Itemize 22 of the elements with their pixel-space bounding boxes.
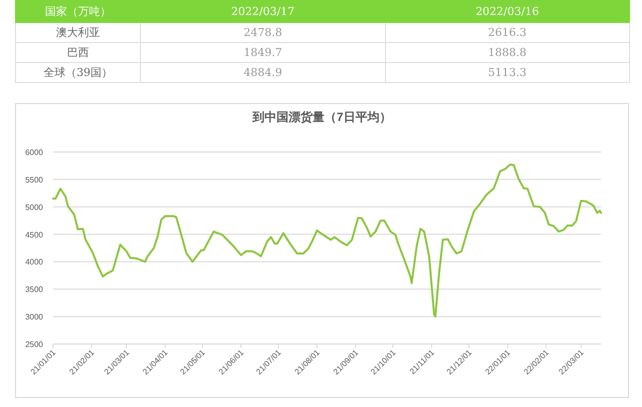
category-label: 国家（万吨） [16,0,141,22]
y-tick-label: 4000 [25,258,44,267]
category-label: 2022/03/17 [140,0,386,22]
category-label: 全球（39国） [44,66,113,79]
y-tick-label: 3500 [25,285,44,294]
y-tick-label: 5000 [25,202,44,212]
category-label: 巴西 [67,46,90,59]
chart-title: 到中国漂货量（7日平均） [252,110,392,124]
text: 1888.8 [488,46,527,59]
category-label: 澳大利亚 [56,26,100,39]
y-tick-label: 4500 [25,230,44,240]
category-label: 2022/03/16 [385,0,630,22]
y-tick-label: 3000 [25,312,44,322]
text: 5113.3 [488,66,527,79]
text: 4884.9 [244,66,282,79]
y-tick-label: 5500 [25,175,44,184]
y-tick-label: 6000 [25,148,44,157]
text: 2616.3 [488,26,527,39]
y-tick-label: 2500 [25,340,44,349]
line-series [52,164,602,318]
text: 2478.8 [244,26,282,39]
text: 1849.7 [244,46,282,59]
